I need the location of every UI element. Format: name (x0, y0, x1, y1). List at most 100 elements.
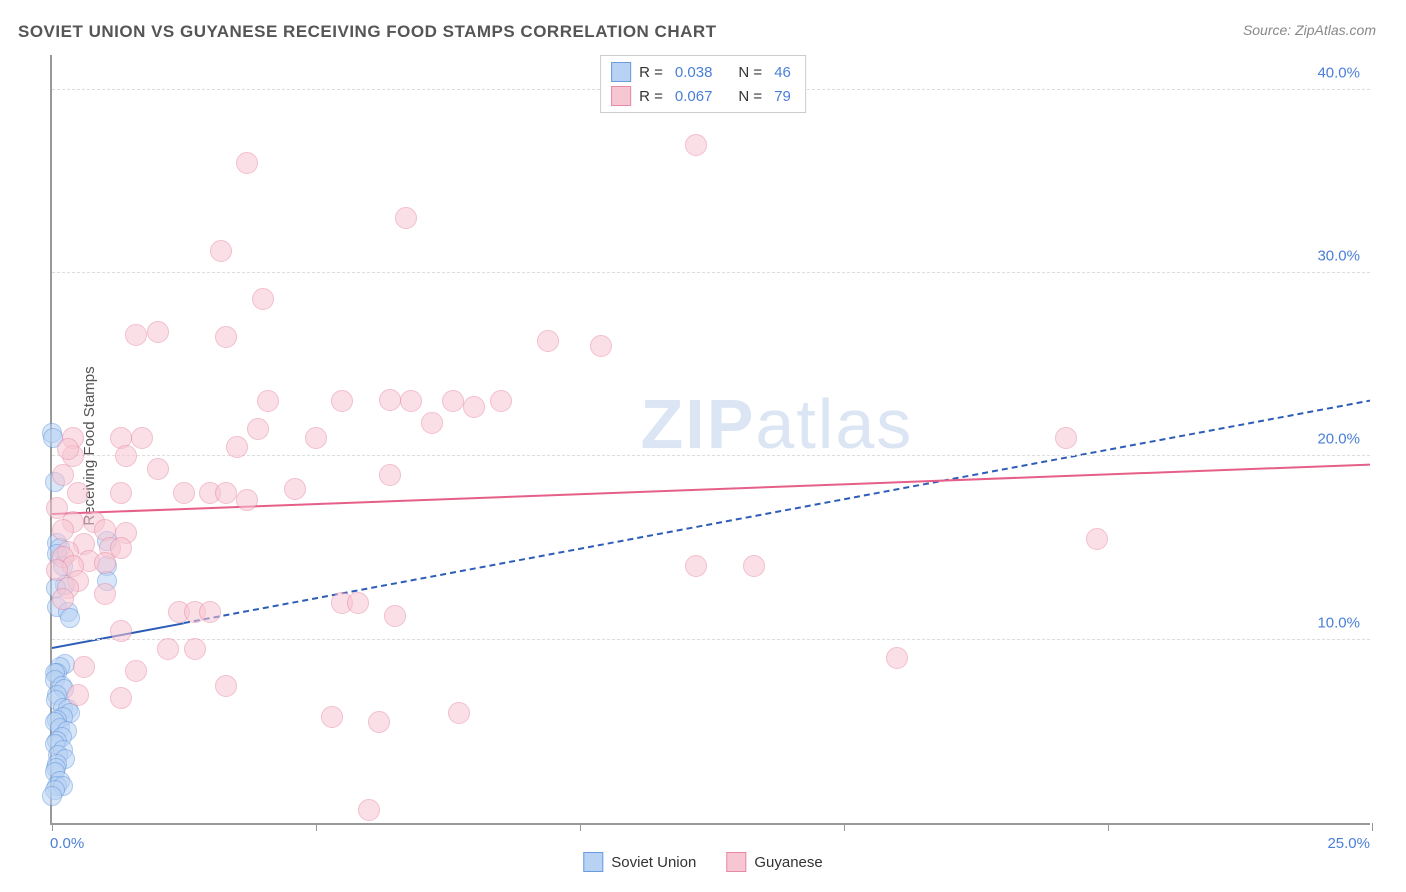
data-point (347, 592, 369, 614)
n-value: 46 (774, 64, 791, 81)
legend-row: R = 0.038 N = 46 (611, 60, 795, 84)
watermark-rest: atlas (755, 385, 913, 463)
y-tick-label: 20.0% (1317, 431, 1360, 448)
data-point (215, 326, 237, 348)
data-point (52, 588, 74, 610)
data-point (199, 601, 221, 623)
chart-title: SOVIET UNION VS GUYANESE RECEIVING FOOD … (18, 22, 717, 42)
x-tick-label: 25.0% (1327, 835, 1370, 852)
y-tick-label: 40.0% (1317, 64, 1360, 81)
y-tick-label: 30.0% (1317, 248, 1360, 265)
legend-swatch (611, 86, 631, 106)
x-tick (580, 823, 581, 831)
data-point (379, 464, 401, 486)
x-tick (1372, 823, 1373, 831)
r-value: 0.067 (675, 88, 713, 105)
data-point (52, 519, 74, 541)
data-point (184, 638, 206, 660)
data-point (321, 706, 343, 728)
data-point (490, 390, 512, 412)
x-tick (316, 823, 317, 831)
x-tick (1108, 823, 1109, 831)
series-legend: Soviet Union Guyanese (583, 852, 822, 872)
data-point (57, 438, 79, 460)
gridline (52, 272, 1370, 273)
data-point (743, 555, 765, 577)
legend-row: R =0.067N =79 (611, 84, 795, 108)
data-point (236, 152, 258, 174)
trendline (184, 399, 1370, 624)
data-point (210, 240, 232, 262)
r-label: R = (639, 64, 663, 81)
data-point (886, 647, 908, 669)
data-point (215, 482, 237, 504)
data-point (400, 390, 422, 412)
legend-label: Soviet Union (611, 854, 696, 871)
data-point (257, 390, 279, 412)
data-point (94, 583, 116, 605)
data-point (131, 427, 153, 449)
data-point (284, 478, 306, 500)
data-point (368, 711, 390, 733)
data-point (226, 436, 248, 458)
data-point (1086, 528, 1108, 550)
x-tick (52, 823, 53, 831)
n-value: 79 (774, 88, 791, 105)
data-point (685, 555, 707, 577)
n-label: N = (738, 64, 762, 81)
legend-swatch (611, 62, 631, 82)
watermark-logo: ZIPatlas (641, 384, 914, 464)
legend-swatch (583, 852, 603, 872)
data-point (384, 605, 406, 627)
data-point (52, 464, 74, 486)
data-point (252, 288, 274, 310)
x-tick-label: 0.0% (50, 835, 84, 852)
data-point (94, 552, 116, 574)
data-point (685, 134, 707, 156)
source-value: ZipAtlas.com (1295, 22, 1376, 38)
data-point (448, 702, 470, 724)
data-point (110, 620, 132, 642)
data-point (60, 608, 80, 628)
data-point (236, 489, 258, 511)
data-point (358, 799, 380, 821)
x-tick (844, 823, 845, 831)
data-point (590, 335, 612, 357)
data-point (442, 390, 464, 412)
legend-label: Guyanese (754, 854, 822, 871)
data-point (247, 418, 269, 440)
data-point (331, 390, 353, 412)
data-point (67, 684, 89, 706)
data-point (395, 207, 417, 229)
source-label: Source: (1243, 22, 1291, 38)
data-point (537, 330, 559, 352)
data-point (110, 482, 132, 504)
r-label: R = (639, 88, 663, 105)
data-point (46, 497, 68, 519)
data-point (147, 458, 169, 480)
data-point (73, 656, 95, 678)
data-point (421, 412, 443, 434)
y-tick-label: 10.0% (1317, 614, 1360, 631)
scatter-plot-area: ZIPatlas 10.0% 20.0% 30.0% 40.0% (50, 55, 1370, 825)
data-point (157, 638, 179, 660)
data-point (125, 324, 147, 346)
data-point (1055, 427, 1077, 449)
legend-swatch (726, 852, 746, 872)
data-point (125, 660, 147, 682)
r-value: 0.038 (675, 64, 713, 81)
gridline (52, 455, 1370, 456)
data-point (379, 389, 401, 411)
source-attribution: Source: ZipAtlas.com (1243, 22, 1376, 38)
data-point (173, 482, 195, 504)
gridline (52, 639, 1370, 640)
data-point (42, 786, 62, 806)
data-point (67, 482, 89, 504)
data-point (115, 445, 137, 467)
legend-item: Guyanese (726, 852, 822, 872)
data-point (463, 396, 485, 418)
correlation-legend: R =0.038N =46R =0.067N =79 (600, 55, 806, 113)
data-point (147, 321, 169, 343)
data-point (215, 675, 237, 697)
watermark-bold: ZIP (641, 385, 756, 463)
